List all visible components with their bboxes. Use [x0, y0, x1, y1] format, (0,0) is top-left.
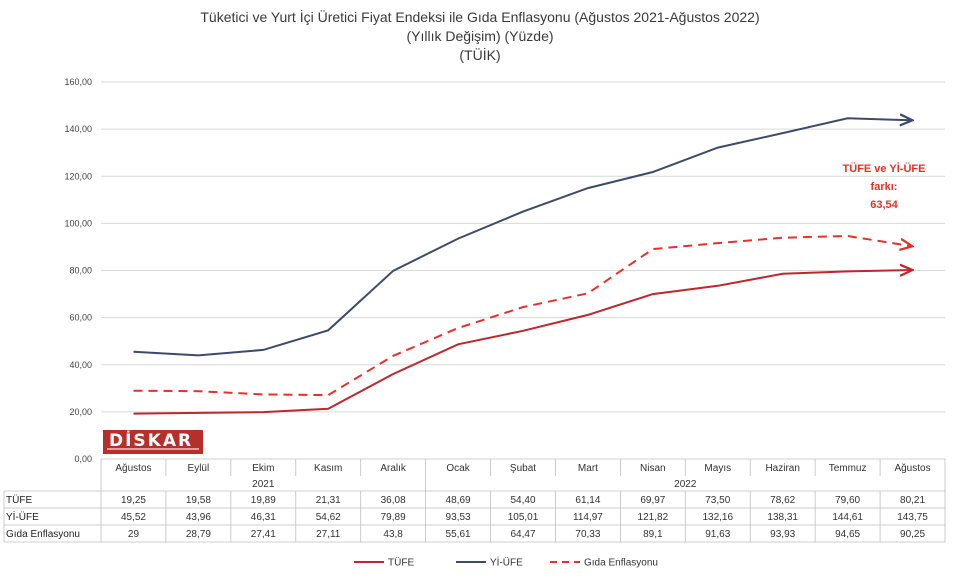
table-cell: 19,89	[251, 495, 276, 506]
category-label: Nisan	[640, 463, 666, 474]
legend-label: Gıda Enflasyonu	[584, 558, 658, 569]
category-label: Haziran	[765, 463, 799, 474]
year-label: 2021	[252, 479, 275, 490]
table-cell: 64,47	[510, 529, 535, 540]
gridlines	[101, 81, 945, 413]
y-tick-label: 80,00	[69, 266, 92, 276]
category-label: Kasım	[314, 463, 342, 474]
table-cell: 143,75	[897, 512, 928, 523]
table-cell: 70,33	[575, 529, 600, 540]
y-tick-label: 120,00	[64, 171, 92, 181]
table-cell: 138,31	[767, 512, 798, 523]
annotation-line-1: TÜFE ve Yİ-ÜFE	[843, 162, 926, 175]
table-cell: 29	[128, 529, 140, 540]
table-cell: 94,65	[835, 529, 860, 540]
annotation-line-2: farkı:	[871, 181, 898, 193]
table-cell: 114,97	[573, 512, 603, 523]
table-cell: 91,63	[705, 529, 730, 540]
annotation-line-3: 63,54	[870, 199, 898, 211]
table-cell: 45,52	[121, 512, 146, 523]
table-cell: 144,61	[832, 512, 863, 523]
table-cell: 54,40	[510, 495, 535, 506]
year-label: 2022	[674, 479, 697, 490]
legend-label: Yİ-ÜFE	[490, 556, 523, 569]
category-label: Ağustos	[894, 463, 930, 474]
table-cell: 19,25	[121, 495, 146, 506]
diskar-logo: DİSKAR	[103, 430, 203, 454]
table-cell: 21,31	[316, 495, 341, 506]
category-label: Aralık	[380, 463, 407, 474]
table-cell: 43,8	[383, 529, 403, 540]
table-cell: 55,61	[446, 529, 471, 540]
series-lines	[133, 118, 913, 415]
table-cell: 90,25	[900, 529, 925, 540]
table-cell: 80,21	[900, 495, 925, 506]
table-cell: 78,62	[770, 495, 795, 506]
y-tick-label: 160,00	[64, 77, 92, 87]
y-tick-label: 40,00	[69, 360, 92, 370]
table-row-label: Yİ-ÜFE	[6, 510, 39, 523]
table-cell: 69,97	[640, 495, 665, 506]
table-cell: 28,79	[186, 529, 211, 540]
table-cell: 27,41	[251, 529, 276, 540]
table-cell: 79,89	[381, 512, 406, 523]
table-cell: 89,1	[643, 529, 663, 540]
series-line-0	[133, 270, 913, 415]
category-label: Ekim	[252, 463, 274, 474]
category-label: Eylül	[188, 463, 210, 474]
category-label: Mart	[578, 463, 598, 474]
table-cell: 43,96	[186, 512, 211, 523]
y-tick-label: 140,00	[64, 124, 92, 134]
legend-label: TÜFE	[388, 557, 414, 569]
table-row-label: TÜFE	[6, 494, 32, 506]
title-line-2: (Yıllık Değişim) (Yüzde)	[406, 28, 554, 44]
table-cell: 36,08	[381, 495, 406, 506]
y-tick-label: 20,00	[69, 407, 92, 417]
logo-text: DİSKAR	[109, 431, 194, 451]
category-label: Mayıs	[704, 463, 731, 474]
series-line-1	[133, 118, 913, 357]
table-cell: 61,14	[575, 495, 600, 506]
y-tick-label: 0,00	[74, 454, 92, 464]
table-cell: 79,60	[835, 495, 860, 506]
category-label: Temmuz	[829, 463, 867, 474]
table-cell: 132,16	[702, 512, 733, 523]
table-cell: 54,62	[316, 512, 341, 523]
table-cell: 121,82	[638, 512, 669, 523]
y-tick-label: 100,00	[64, 218, 92, 228]
legend: TÜFE Yİ-ÜFE Gıda Enflasyonu	[354, 556, 658, 569]
table-cell: 73,50	[705, 495, 730, 506]
category-label: Ocak	[446, 463, 470, 474]
table-cell: 19,58	[186, 495, 211, 506]
title-line-1: Tüketici ve Yurt İçi Üretici Fiyat Endek…	[200, 9, 760, 25]
category-label: Şubat	[510, 463, 536, 474]
y-tick-label: 60,00	[69, 313, 92, 323]
title-line-3: (TÜİK)	[459, 47, 501, 63]
table-cell: 93,93	[770, 529, 795, 540]
table-cell: 27,11	[316, 529, 341, 540]
logo-underline	[107, 448, 199, 450]
data-table: 2021 2022 Ağustos Eylül Ekim Kasım Aralık Ocak Ş…	[3, 458, 946, 543]
table-cell: 46,31	[251, 512, 276, 523]
category-label: Ağustos	[115, 463, 151, 474]
series-line-2	[133, 234, 913, 397]
chart-title: Tüketici ve Yurt İçi Üretici Fiyat Endek…	[0, 8, 960, 65]
y-axis-ticks: 0,00 20,00 40,00 60,00 80,00 100,00 120,00 140,…	[64, 77, 92, 464]
table-row-label: Gıda Enflasyonu	[6, 529, 80, 540]
table-cell: 48,69	[446, 495, 471, 506]
table-cell: 105,01	[508, 512, 539, 523]
table-cell: 93,53	[446, 512, 471, 523]
annotation: TÜFE ve Yİ-ÜFE farkı: 63,54	[843, 162, 926, 211]
